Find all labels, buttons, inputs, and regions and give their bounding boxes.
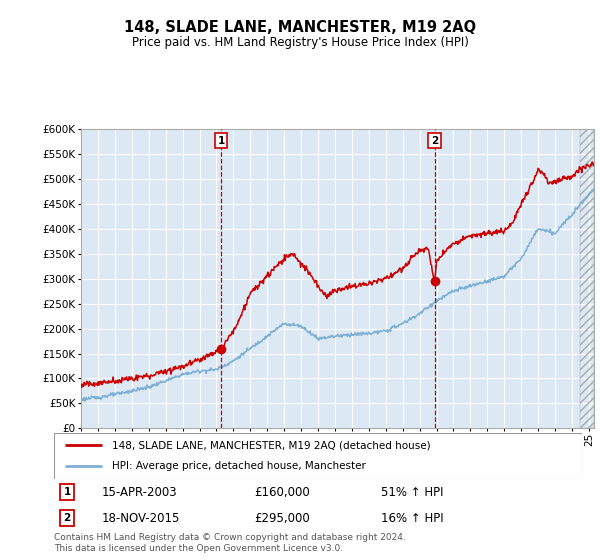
Text: 1: 1 — [64, 487, 71, 497]
Text: 2: 2 — [431, 136, 438, 146]
Text: £295,000: £295,000 — [254, 512, 310, 525]
Text: 51% ↑ HPI: 51% ↑ HPI — [382, 486, 444, 499]
Text: 148, SLADE LANE, MANCHESTER, M19 2AQ (detached house): 148, SLADE LANE, MANCHESTER, M19 2AQ (de… — [112, 440, 431, 450]
Text: 2: 2 — [64, 514, 71, 524]
Text: 18-NOV-2015: 18-NOV-2015 — [101, 512, 180, 525]
Text: £160,000: £160,000 — [254, 486, 310, 499]
Text: Contains HM Land Registry data © Crown copyright and database right 2024.
This d: Contains HM Land Registry data © Crown c… — [54, 533, 406, 553]
Text: Price paid vs. HM Land Registry's House Price Index (HPI): Price paid vs. HM Land Registry's House … — [131, 36, 469, 49]
Text: HPI: Average price, detached house, Manchester: HPI: Average price, detached house, Manc… — [112, 461, 366, 472]
Text: 16% ↑ HPI: 16% ↑ HPI — [382, 512, 444, 525]
FancyBboxPatch shape — [54, 433, 582, 479]
Text: 15-APR-2003: 15-APR-2003 — [101, 486, 177, 499]
Text: 148, SLADE LANE, MANCHESTER, M19 2AQ: 148, SLADE LANE, MANCHESTER, M19 2AQ — [124, 20, 476, 35]
Text: 1: 1 — [218, 136, 225, 146]
